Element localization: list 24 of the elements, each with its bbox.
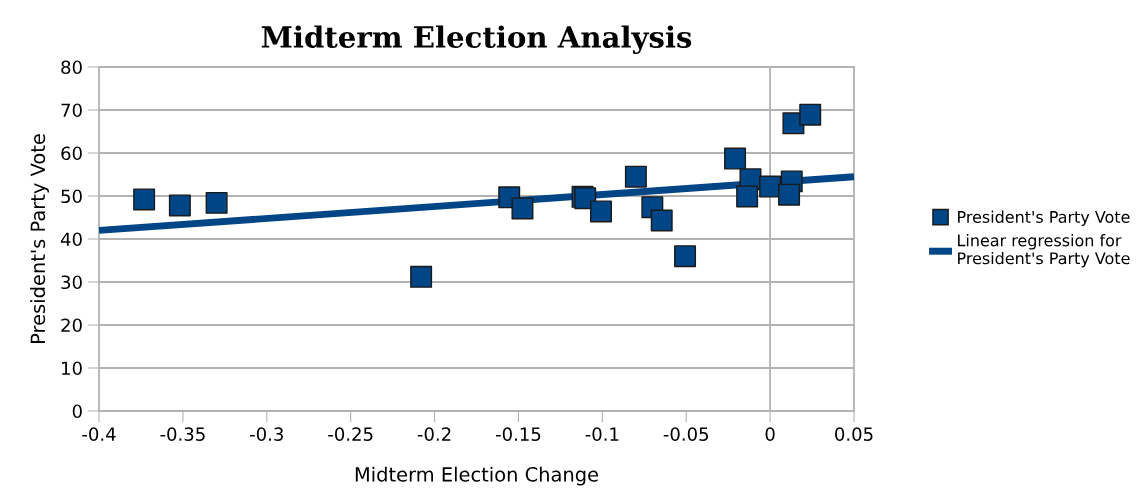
legend-label: President's Party Vote — [958, 210, 1130, 227]
legend-label: Linear regression for President's Party Vote — [958, 234, 1130, 268]
x-tick-label: -0.15 — [495, 427, 541, 441]
x-tick-label: -0.3 — [250, 427, 283, 441]
y-tick-label: 0 — [72, 404, 82, 419]
x-tick-label: -0.35 — [160, 427, 205, 441]
x-tick-label: -0.2 — [417, 427, 451, 441]
x-tick-label: 0 — [765, 427, 775, 441]
x-tick-label: -0.1 — [585, 427, 619, 441]
y-tick-label: 80 — [61, 60, 82, 75]
x-axis-title: Midterm Election Change — [355, 466, 599, 486]
x-tick-label: -0.4 — [82, 427, 116, 441]
x-tick-label: -0.05 — [663, 427, 708, 441]
y-tick-label: 30 — [61, 275, 82, 290]
y-tick-label: 60 — [61, 146, 82, 161]
x-tick-label: 0.05 — [835, 427, 873, 441]
y-tick-label: 10 — [62, 361, 82, 376]
y-tick-label: 70 — [61, 103, 82, 118]
y-tick-label: 20 — [61, 318, 82, 333]
chart-title: Midterm Election Analysis — [261, 25, 692, 55]
x-tick-label: -0.25 — [328, 427, 373, 441]
y-tick-label: 50 — [61, 189, 82, 204]
y-axis-title: President's Party Vote — [30, 134, 49, 343]
y-tick-label: 40 — [60, 232, 82, 247]
